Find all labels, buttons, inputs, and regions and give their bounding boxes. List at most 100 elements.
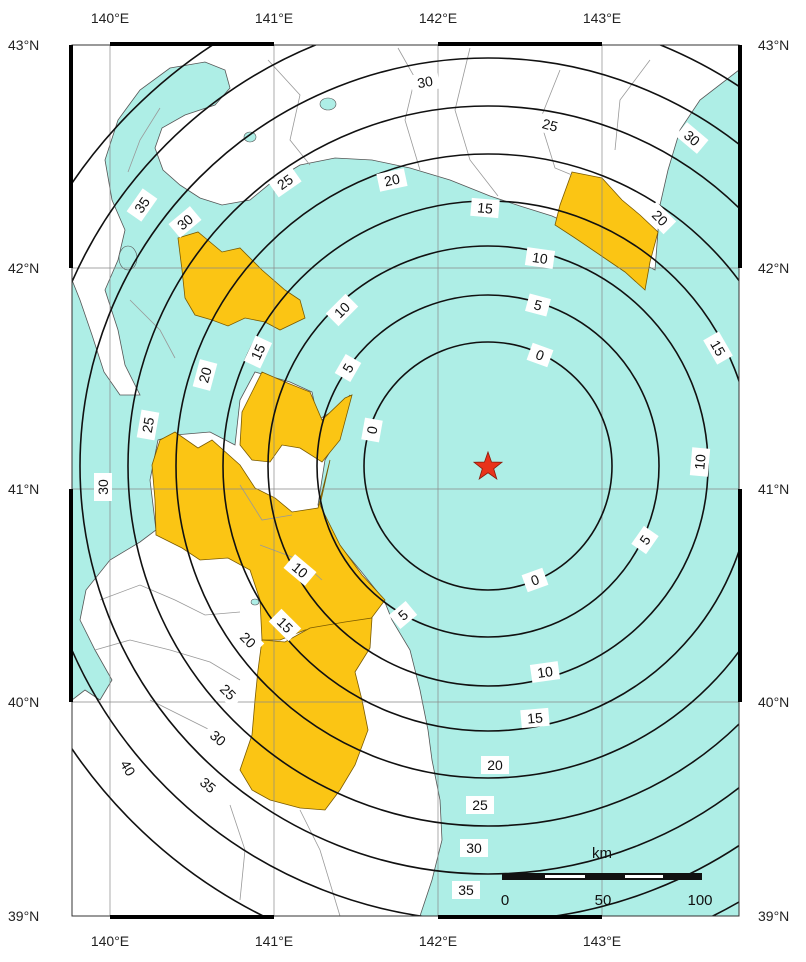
svg-text:15: 15 bbox=[527, 709, 544, 726]
svg-text:30: 30 bbox=[95, 479, 111, 495]
contour-label: 0 bbox=[521, 567, 549, 593]
latitude-label: 40°N bbox=[8, 694, 39, 710]
contour-label: 5 bbox=[525, 293, 551, 317]
svg-text:10: 10 bbox=[536, 663, 554, 681]
svg-text:25: 25 bbox=[540, 115, 559, 135]
map-frame bbox=[69, 42, 742, 919]
svg-text:35: 35 bbox=[458, 882, 474, 898]
longitude-label: 140°E bbox=[91, 10, 129, 26]
contour-label: 15 bbox=[470, 197, 500, 219]
longitude-label: 142°E bbox=[419, 933, 457, 949]
scale-bar: km 0 50 100 bbox=[501, 845, 713, 909]
contour-label: 40 bbox=[113, 751, 143, 785]
highlight-region-oshima bbox=[177, 231, 306, 331]
contour-label: 25 bbox=[211, 675, 245, 709]
latitude-label: 40°N bbox=[758, 694, 789, 710]
scale-bar-segment bbox=[545, 875, 585, 878]
contour-label: 25 bbox=[136, 409, 160, 441]
contour-label: 35 bbox=[452, 881, 480, 899]
contour-label: 25 bbox=[268, 166, 302, 198]
svg-text:20: 20 bbox=[195, 365, 215, 384]
longitude-label: 143°E bbox=[583, 10, 621, 26]
svg-text:40: 40 bbox=[117, 757, 139, 779]
bay-inlet bbox=[118, 245, 138, 271]
longitude-label: 141°E bbox=[255, 933, 293, 949]
scale-bar-label: 50 bbox=[595, 892, 612, 909]
contour-label: 15 bbox=[268, 608, 302, 642]
contour-label: 20 bbox=[481, 756, 509, 774]
contour-label: 10 bbox=[283, 554, 317, 586]
contour-label: 15 bbox=[243, 335, 273, 369]
contour-label: 0 bbox=[361, 417, 383, 443]
contour-label: 30 bbox=[675, 122, 709, 154]
contour-label: 10 bbox=[325, 293, 359, 327]
svg-text:25: 25 bbox=[472, 797, 488, 813]
lake-toya bbox=[243, 131, 257, 143]
latitude-label: 43°N bbox=[758, 37, 789, 53]
svg-text:25: 25 bbox=[139, 416, 157, 434]
latitude-label: 41°N bbox=[8, 481, 39, 497]
svg-text:5: 5 bbox=[532, 296, 544, 314]
administrative-borders bbox=[94, 47, 651, 916]
contour-label: 15 bbox=[520, 707, 550, 729]
contour-label: 25 bbox=[534, 112, 566, 138]
latitude-label: 39°N bbox=[758, 908, 789, 924]
contour-label: 35 bbox=[126, 188, 158, 222]
contour-label: 10 bbox=[689, 447, 711, 477]
svg-text:30: 30 bbox=[416, 73, 434, 91]
svg-text:30: 30 bbox=[466, 840, 482, 856]
contour-label: 0 bbox=[526, 342, 554, 368]
contour-label: 35 bbox=[191, 769, 225, 801]
contour-circle bbox=[316, 294, 660, 638]
scale-bar-unit: km bbox=[592, 845, 612, 862]
contour-label: 30 bbox=[409, 70, 441, 94]
contour-label: 30 bbox=[168, 206, 202, 238]
longitude-label: 143°E bbox=[583, 933, 621, 949]
contour-label: 25 bbox=[466, 796, 494, 814]
svg-text:15: 15 bbox=[477, 199, 494, 216]
contour-labels: 0 0 0 5 5 5 5 10 10 10 10 10 15 15 15 15… bbox=[94, 70, 733, 899]
contour-circle bbox=[363, 341, 613, 591]
longitude-label: 141°E bbox=[255, 10, 293, 26]
contour-label: 30 bbox=[201, 722, 235, 754]
svg-text:15: 15 bbox=[247, 341, 268, 362]
longitude-labels: 140°E 141°E 142°E 143°E 140°E 141°E 142°… bbox=[91, 10, 621, 949]
contour-label: 10 bbox=[529, 661, 561, 683]
scale-bar-label: 100 bbox=[687, 892, 712, 909]
contour-label: 20 bbox=[376, 168, 408, 192]
contour-label: 10 bbox=[524, 247, 556, 269]
latitude-label: 42°N bbox=[758, 260, 789, 276]
latitude-label: 39°N bbox=[8, 908, 39, 924]
svg-text:20: 20 bbox=[487, 757, 503, 773]
highlight-region-aomori-tsugaru bbox=[151, 431, 386, 641]
contour-label: 20 bbox=[231, 623, 265, 657]
contour-circle bbox=[127, 105, 739, 827]
svg-text:0: 0 bbox=[363, 425, 380, 436]
contour-label: 30 bbox=[94, 473, 112, 501]
contour-label: 5 bbox=[388, 601, 418, 629]
longitude-label: 142°E bbox=[419, 10, 457, 26]
contour-label: 5 bbox=[631, 525, 659, 555]
scale-bar-base bbox=[502, 873, 702, 880]
lake-shikotsu bbox=[319, 97, 337, 111]
contour-label: 15 bbox=[703, 331, 733, 365]
scale-bar-segment bbox=[625, 875, 663, 878]
latitude-label: 42°N bbox=[8, 260, 39, 276]
star-icon bbox=[472, 450, 504, 480]
contour-circle bbox=[175, 153, 739, 779]
highlight-region-aomori-shimokita bbox=[239, 371, 353, 463]
latitude-labels: 43°N 42°N 41°N 40°N 39°N 43°N 42°N 41°N … bbox=[8, 37, 789, 924]
svg-text:10: 10 bbox=[531, 249, 549, 267]
svg-text:10: 10 bbox=[691, 453, 708, 470]
latitude-label: 43°N bbox=[8, 37, 39, 53]
latitude-label: 41°N bbox=[758, 481, 789, 497]
contour-label: 30 bbox=[460, 839, 488, 857]
contour-label: 20 bbox=[192, 359, 218, 391]
highlight-region-tokachi bbox=[554, 171, 659, 291]
contour-circle bbox=[79, 57, 739, 875]
svg-text:15: 15 bbox=[707, 337, 729, 359]
svg-text:20: 20 bbox=[383, 171, 402, 190]
contour-label: 5 bbox=[334, 353, 362, 383]
lake-towada bbox=[250, 598, 260, 606]
